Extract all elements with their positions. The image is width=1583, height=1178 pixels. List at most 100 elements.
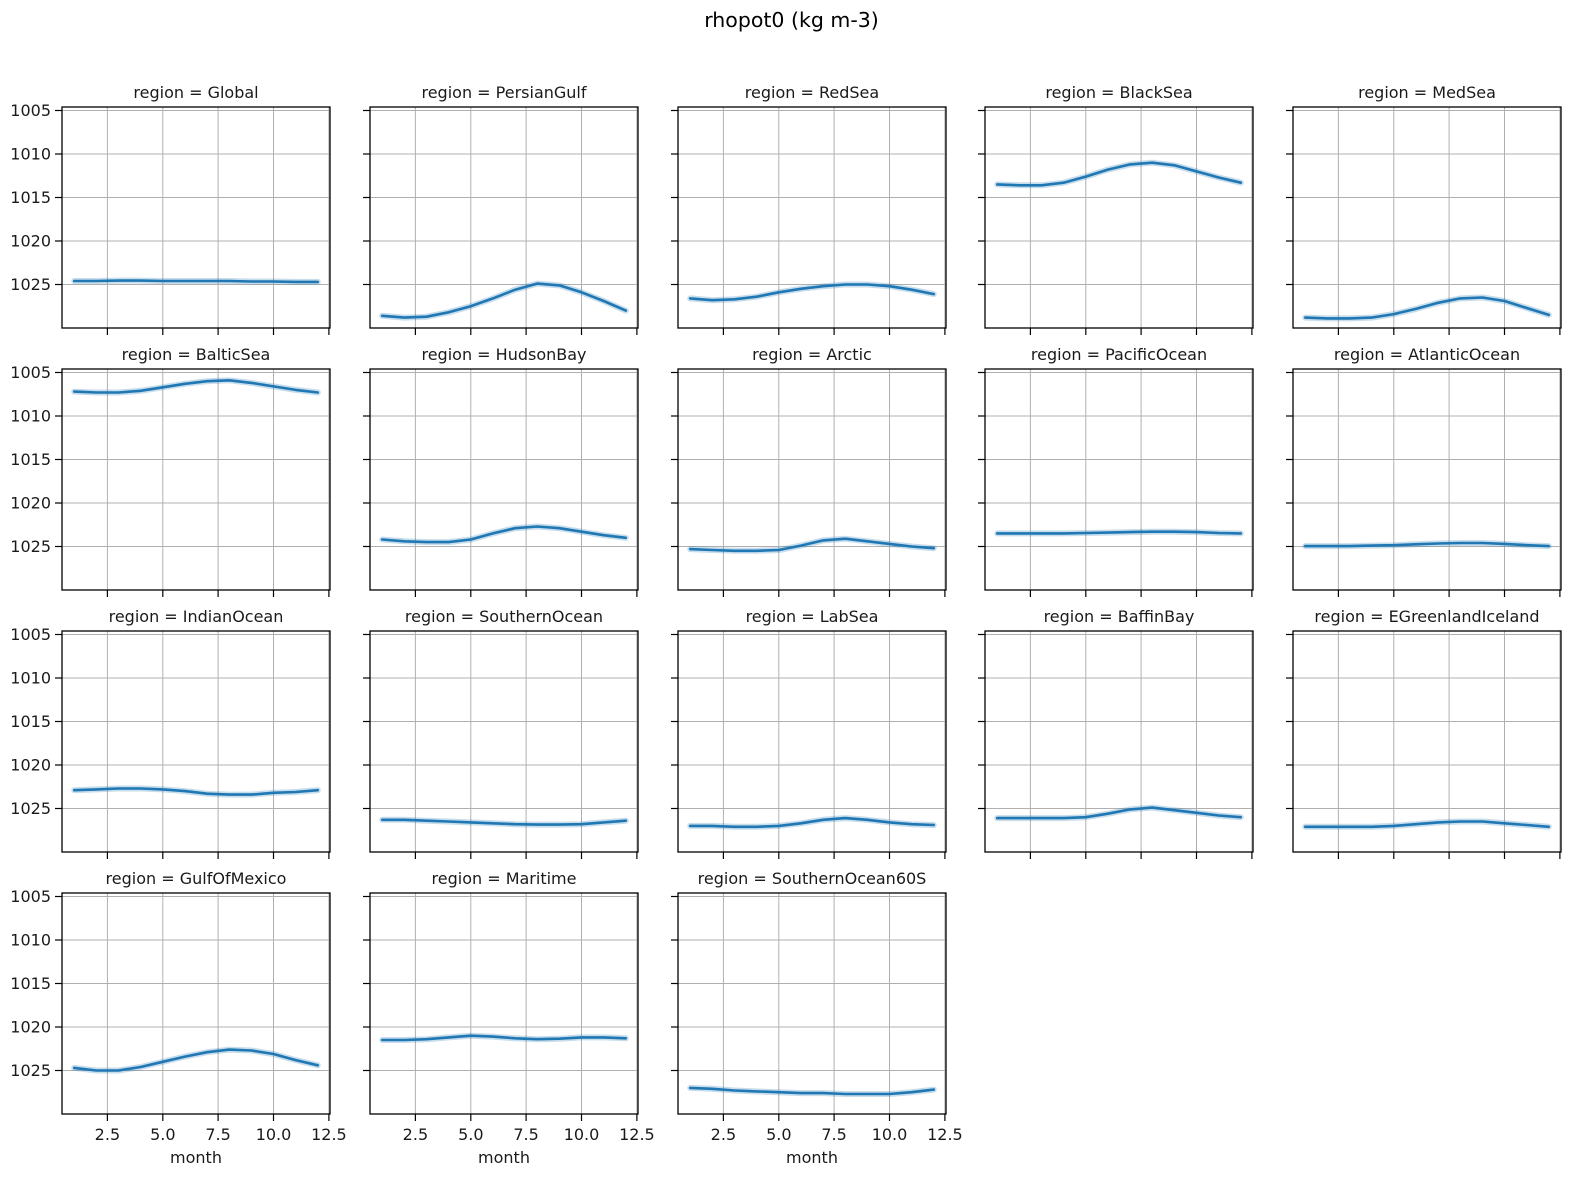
y-tick-label: 1010 xyxy=(10,931,51,950)
data-line xyxy=(380,818,628,826)
plot-frame xyxy=(1292,106,1562,329)
facet-PacificOcean: region = PacificOcean xyxy=(978,345,1254,597)
x-tick-label: 2.5 xyxy=(403,1125,428,1144)
plot-frame xyxy=(677,892,947,1115)
data-line-band xyxy=(71,1046,321,1074)
facet-title: region = RedSea xyxy=(745,83,879,102)
y-tick-label: 1015 xyxy=(10,450,51,469)
data-line xyxy=(380,282,628,319)
facet-title: region = PacificOcean xyxy=(1031,345,1207,364)
plot-frame xyxy=(984,368,1254,591)
facet-title: region = HudsonBay xyxy=(421,345,586,364)
data-line xyxy=(72,1048,320,1072)
facet-title: region = SouthernOcean60S xyxy=(698,869,927,888)
data-line-band xyxy=(379,523,629,546)
y-tick-label: 1015 xyxy=(10,974,51,993)
facet-title: region = IndianOcean xyxy=(109,607,284,626)
facet-title: region = BaffinBay xyxy=(1044,607,1195,626)
plot-frame xyxy=(1292,630,1562,853)
y-tick-label: 1015 xyxy=(10,188,51,207)
plot-frame xyxy=(369,630,639,853)
y-tick-label: 1025 xyxy=(10,1061,51,1080)
data-line xyxy=(688,283,936,302)
x-axis-label: month xyxy=(478,1148,530,1167)
x-tick-label: 5.0 xyxy=(150,1125,175,1144)
data-line-band xyxy=(1302,294,1552,322)
x-axis-label: month xyxy=(786,1148,838,1167)
plot-frame xyxy=(677,368,947,591)
facet-BlackSea: region = BlackSea xyxy=(978,83,1254,335)
plot-frame xyxy=(369,368,639,591)
facet-title: region = BlackSea xyxy=(1045,83,1192,102)
x-tick-label: 5.0 xyxy=(766,1125,791,1144)
y-tick-label: 1020 xyxy=(10,232,51,251)
plot-frame xyxy=(984,630,1254,853)
data-line-band xyxy=(379,280,629,321)
x-tick-label: 12.5 xyxy=(619,1125,655,1144)
x-tick-label: 12.5 xyxy=(927,1125,963,1144)
y-tick-label: 1010 xyxy=(10,145,51,164)
facet-Maritime: region = Maritime 2.5 5.0 7.5 10.0 12.5 month xyxy=(363,869,655,1167)
plot-frame xyxy=(677,106,947,329)
facet-Global: region = Global 1005 1010 1015 1020 1025 xyxy=(10,83,331,335)
facet-PersianGulf: region = PersianGulf xyxy=(363,83,639,335)
plot-frame xyxy=(61,368,331,591)
data-line xyxy=(72,787,320,796)
facet-BaffinBay: region = BaffinBay xyxy=(978,607,1254,859)
facet-EGreenlandIceland: region = EGreenlandIceland xyxy=(1286,607,1562,859)
facet-Arctic: region = Arctic xyxy=(671,345,947,597)
data-line xyxy=(1303,296,1551,320)
facet-RedSea: region = RedSea xyxy=(671,83,947,335)
data-line xyxy=(380,525,628,544)
facet-GulfOfMexico: region = GulfOfMexico 1005 1010 1015 1020 102… xyxy=(10,869,346,1167)
facet-SouthernOcean60S: region = SouthernOcean60S 2.5 5.0 7.5 10.0 12… xyxy=(671,869,963,1167)
plot-frame xyxy=(61,892,331,1115)
facet-title: region = MedSea xyxy=(1358,83,1496,102)
plot-frame xyxy=(1292,368,1562,591)
plot-frame xyxy=(984,106,1254,329)
data-line xyxy=(995,806,1243,820)
y-tick-label: 1020 xyxy=(10,756,51,775)
y-tick-label: 1005 xyxy=(10,625,51,644)
figure-title: rhopot0 (kg m-3) xyxy=(704,8,879,32)
facet-HudsonBay: region = HudsonBay xyxy=(363,345,639,597)
plot-frame xyxy=(369,892,639,1115)
data-line xyxy=(72,379,320,394)
y-tick-label: 1005 xyxy=(10,363,51,382)
x-tick-label: 2.5 xyxy=(711,1125,736,1144)
y-tick-label: 1025 xyxy=(10,799,51,818)
facet-title: region = Global xyxy=(133,83,258,102)
y-tick-label: 1015 xyxy=(10,712,51,731)
facet-title: region = BalticSea xyxy=(122,345,271,364)
facet-title: region = AtlanticOcean xyxy=(1334,345,1520,364)
data-line xyxy=(72,279,320,284)
facet-title: region = EGreenlandIceland xyxy=(1314,607,1539,626)
facet-IndianOcean: region = IndianOcean 1005 1010 1015 1020 1025 xyxy=(10,607,331,859)
x-tick-label: 10.0 xyxy=(872,1125,908,1144)
x-tick-label: 7.5 xyxy=(513,1125,538,1144)
y-tick-label: 1025 xyxy=(10,537,51,556)
x-tick-label: 7.5 xyxy=(205,1125,230,1144)
facet-title: region = Arctic xyxy=(752,345,872,364)
facet-SouthernOcean: region = SouthernOcean xyxy=(363,607,639,859)
y-tick-label: 1020 xyxy=(10,494,51,513)
data-line xyxy=(688,1086,936,1096)
x-tick-label: 7.5 xyxy=(821,1125,846,1144)
y-tick-label: 1010 xyxy=(10,407,51,426)
y-tick-label: 1010 xyxy=(10,669,51,688)
y-tick-label: 1020 xyxy=(10,1018,51,1037)
data-line xyxy=(995,530,1243,535)
plot-frame xyxy=(61,630,331,853)
x-tick-label: 10.0 xyxy=(256,1125,292,1144)
y-tick-label: 1005 xyxy=(10,887,51,906)
x-tick-label: 2.5 xyxy=(95,1125,120,1144)
plot-frame xyxy=(677,630,947,853)
data-line xyxy=(1303,541,1551,548)
data-line xyxy=(380,1034,628,1042)
facet-title: region = PersianGulf xyxy=(421,83,586,102)
facet-title: region = SouthernOcean xyxy=(405,607,603,626)
data-line xyxy=(688,816,936,829)
facet-title: region = GulfOfMexico xyxy=(106,869,287,888)
facet-MedSea: region = MedSea xyxy=(1286,83,1562,335)
